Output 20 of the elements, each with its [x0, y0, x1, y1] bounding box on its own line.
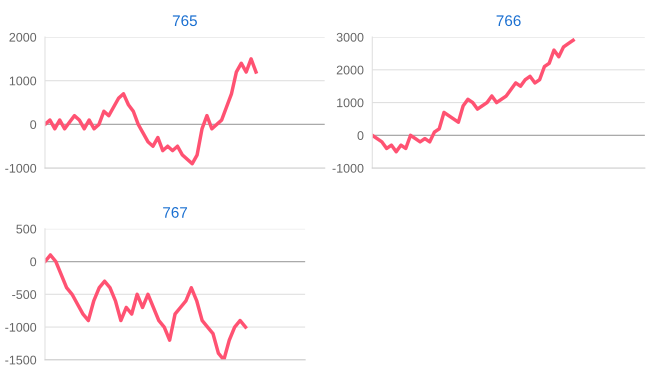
y-tick-label: 2000: [9, 32, 36, 42]
y-tick-label: -500: [12, 290, 36, 299]
y-tick-label: -1000: [332, 164, 364, 173]
line-series: [44, 57, 258, 166]
y-tick-label: 500: [16, 224, 36, 234]
y-tick-label: -1500: [5, 356, 36, 364]
y-tick-label: 0: [30, 120, 36, 130]
y-tick-label: 0: [30, 257, 36, 266]
y-tick-label: -1000: [5, 164, 36, 173]
y-tick-label: 0: [357, 131, 364, 140]
chart-title: 766: [496, 15, 521, 26]
chart-title: 765: [172, 15, 197, 26]
line-series: [44, 253, 248, 360]
line-series: [372, 38, 575, 154]
y-tick-label: 3000: [336, 32, 364, 42]
y-tick-label: 2000: [336, 66, 364, 74]
y-tick-label: 1000: [337, 98, 364, 108]
y-tick-label: 1000: [10, 76, 36, 86]
y-tick-label: -1000: [5, 322, 36, 332]
chart-title: 767: [163, 207, 188, 218]
